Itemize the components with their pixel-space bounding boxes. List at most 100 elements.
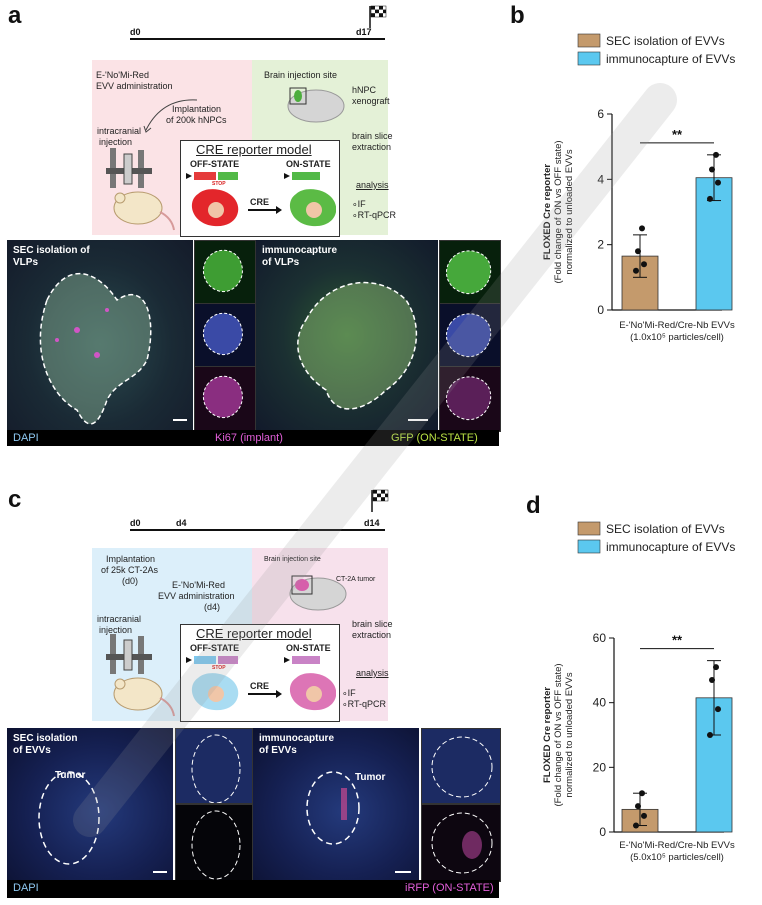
micrograph-a-sec: SEC isolation of VLPs <box>7 240 193 430</box>
micrograph-c-immuno: immunocapture of EVVs Tumor <box>253 728 419 880</box>
data-point <box>635 803 641 810</box>
qpcr-label-a: ∘RT-qPCR <box>352 210 396 220</box>
timeline-a <box>130 38 385 40</box>
brain-site-label-c: Brain injection site <box>264 556 321 563</box>
y-tick-label: 6 <box>597 107 604 121</box>
y-axis-label: (Fold change of ON vs OFF state) <box>553 663 564 806</box>
implant-label-a-1: Implantation <box>172 104 222 114</box>
y-tick-label: 0 <box>597 303 604 317</box>
timeline-c-end: d14 <box>364 518 380 528</box>
evv-label-a-2: EVV administration <box>96 81 173 91</box>
brain-site-label-a: Brain injection site <box>264 70 338 80</box>
mouse-stereotaxic-illustration <box>100 634 180 724</box>
legend-label: SEC isolation of EVVs <box>606 34 725 48</box>
thumb-c-sec-irfp <box>175 804 253 882</box>
tumor-label-c-immuno: Tumor <box>355 772 386 783</box>
thumb-c-sec-dapi <box>175 728 253 804</box>
implant-label-c-2: of 25k CT-2As <box>101 565 159 575</box>
implant-label-a-2: of 200k hNPCs <box>166 115 227 125</box>
cre-title-a: CRE reporter model <box>196 142 312 157</box>
micrograph-c-sec-label-1: SEC isolation <box>13 733 78 744</box>
injection-label-a-2: injection <box>99 137 133 147</box>
legend-label: immunocapture of EVVs <box>606 540 735 554</box>
timeline-c-start: d0 <box>130 518 141 528</box>
thumb-c-immuno-dapi <box>421 728 501 804</box>
implant-label-c-1: Implantation <box>106 554 156 564</box>
cre-arrow-label-c: CRE <box>250 681 270 691</box>
injection-label-c-1: intracranial <box>97 614 142 624</box>
bar <box>695 697 733 833</box>
data-point <box>633 822 639 829</box>
micrograph-c-sec-label-2: of EVVs <box>13 745 51 756</box>
slice-label-a-1: brain slice <box>352 131 393 141</box>
data-point <box>641 812 647 819</box>
injection-label-c-2: injection <box>99 625 133 635</box>
chart-d: SEC isolation of EVVs immunocapture of EV… <box>542 521 735 863</box>
timeline-a-start: d0 <box>130 27 141 37</box>
chart-b: SEC isolation of EVVs immunocapture of EV… <box>542 33 735 343</box>
channel-strip-c: DAPI iRFP (ON-STATE) <box>7 880 499 898</box>
channel-irfp-c: iRFP (ON-STATE) <box>405 882 494 894</box>
y-tick-label: 2 <box>597 238 604 252</box>
data-point <box>709 677 715 684</box>
stop-label-a: STOP <box>212 181 226 187</box>
cre-arrow-label-a: CRE <box>250 197 270 207</box>
micrograph-c-immuno-label-1: immunocapture <box>259 733 335 744</box>
mouse-stereotaxic-illustration <box>100 148 180 238</box>
injection-label-a-1: intracranial <box>97 126 142 136</box>
data-point <box>635 248 641 255</box>
stop-label-c: STOP <box>212 665 226 671</box>
data-point <box>715 706 721 713</box>
xenograft-label-a-1: hNPC <box>352 85 377 95</box>
legend-label: immunocapture of EVVs <box>606 52 735 66</box>
thumb-c-immuno-irfp <box>421 804 501 882</box>
cre-title-c: CRE reporter model <box>196 626 312 641</box>
evv-label-a-1: E-ʹNoʹMi-Red <box>96 70 149 80</box>
panel-letter-d: d <box>526 492 541 519</box>
significance-label: ** <box>672 633 683 648</box>
channel-dapi-c: DAPI <box>13 882 39 894</box>
y-tick-label: 0 <box>599 825 606 839</box>
evv-label-c-1: E-ʹNoʹMi-Red <box>172 580 225 590</box>
data-point <box>713 151 719 158</box>
channel-ki67-a: Ki67 (implant) <box>215 432 283 444</box>
qpcr-text-a: RT-qPCR <box>357 210 396 220</box>
curved-arrow-a <box>142 96 202 141</box>
data-point <box>641 261 647 268</box>
y-axis-label: FLOXED Cre reporter <box>542 687 553 783</box>
micrograph-a-sec-label: SEC isolation of VLPs <box>13 245 90 268</box>
thumb-a-sec-dapi <box>194 303 256 367</box>
channel-gfp-a: GFP (ON-STATE) <box>391 432 478 444</box>
tumor-label-c-sec: Tumor <box>55 770 86 781</box>
brain-illustration-c <box>288 572 348 617</box>
y-axis-label: normalized to unloaded EVVs <box>564 672 575 797</box>
thumb-a-sec-ki67 <box>194 366 256 432</box>
channel-dapi-a: DAPI <box>13 432 39 444</box>
channel-strip-a: DAPI Ki67 (implant) GFP (ON-STATE) <box>7 430 499 446</box>
if-label-c: ∘IF <box>342 688 356 698</box>
qpcr-label-c: ∘RT-qPCR <box>342 699 386 709</box>
if-text-c: IF <box>347 688 356 698</box>
thumb-a-immuno-dapi <box>439 303 501 367</box>
data-point <box>715 179 721 186</box>
panel-letter-a: a <box>8 2 22 29</box>
data-point <box>707 732 713 738</box>
data-point <box>633 267 639 274</box>
analysis-label-c: analysis <box>356 668 389 678</box>
tumor-label-c: CT-2A tumor <box>336 576 376 583</box>
thumb-a-sec-gfp <box>194 240 256 304</box>
y-tick-label: 20 <box>593 760 607 774</box>
data-point <box>707 195 713 202</box>
implant-label-c-3: (d0) <box>122 576 139 586</box>
micrograph-c-immuno-label-2: of EVVs <box>259 745 297 756</box>
panel-letter-b: b <box>510 2 525 29</box>
legend-label: SEC isolation of EVVs <box>606 522 725 536</box>
data-point <box>639 790 645 797</box>
x-axis-label: E-ʹNoʹMi-Red/Cre-Nb EVVs <box>619 840 735 851</box>
on-state-label-c: ON-STATE <box>286 643 331 653</box>
legend-swatch <box>577 539 601 554</box>
y-axis-label: (Fold change of ON vs OFF state) <box>553 140 564 283</box>
data-point <box>709 166 715 173</box>
thumb-a-immuno-gfp <box>439 240 501 304</box>
timeline-c-mid: d4 <box>176 518 187 528</box>
